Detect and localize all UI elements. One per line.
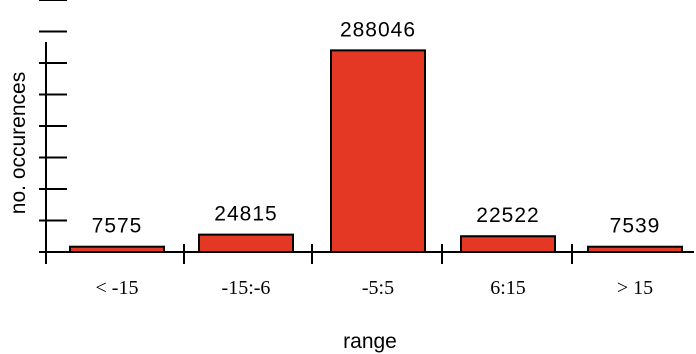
y-axis-label: no. occurences [7,72,30,214]
x-axis-label: range [343,330,397,353]
bar-value-label: 7539 [610,215,661,238]
axes [45,42,694,253]
x-tick-label: < -15 [96,277,139,299]
x-tick-label: > 15 [617,277,653,299]
bar-value-label: 24815 [214,203,277,226]
bars [69,49,683,254]
x-tick-label: -5:5 [362,277,394,299]
bar-value-label: 22522 [476,204,539,227]
x-tick-label: -15:-6 [222,277,271,299]
data-labels: 7575 24815 288046 22522 7539 [92,18,661,238]
bar-value-label: 288046 [340,18,416,41]
bar-value-label: 7575 [92,215,143,238]
bar [198,233,294,254]
bar [460,235,556,254]
x-tick-label: 6:15 [490,277,526,299]
y-ticks [39,0,67,253]
x-ticks [45,244,573,264]
category-labels: < -15 -15:-6 -5:5 6:15 > 15 [96,277,654,299]
bar [330,49,426,254]
